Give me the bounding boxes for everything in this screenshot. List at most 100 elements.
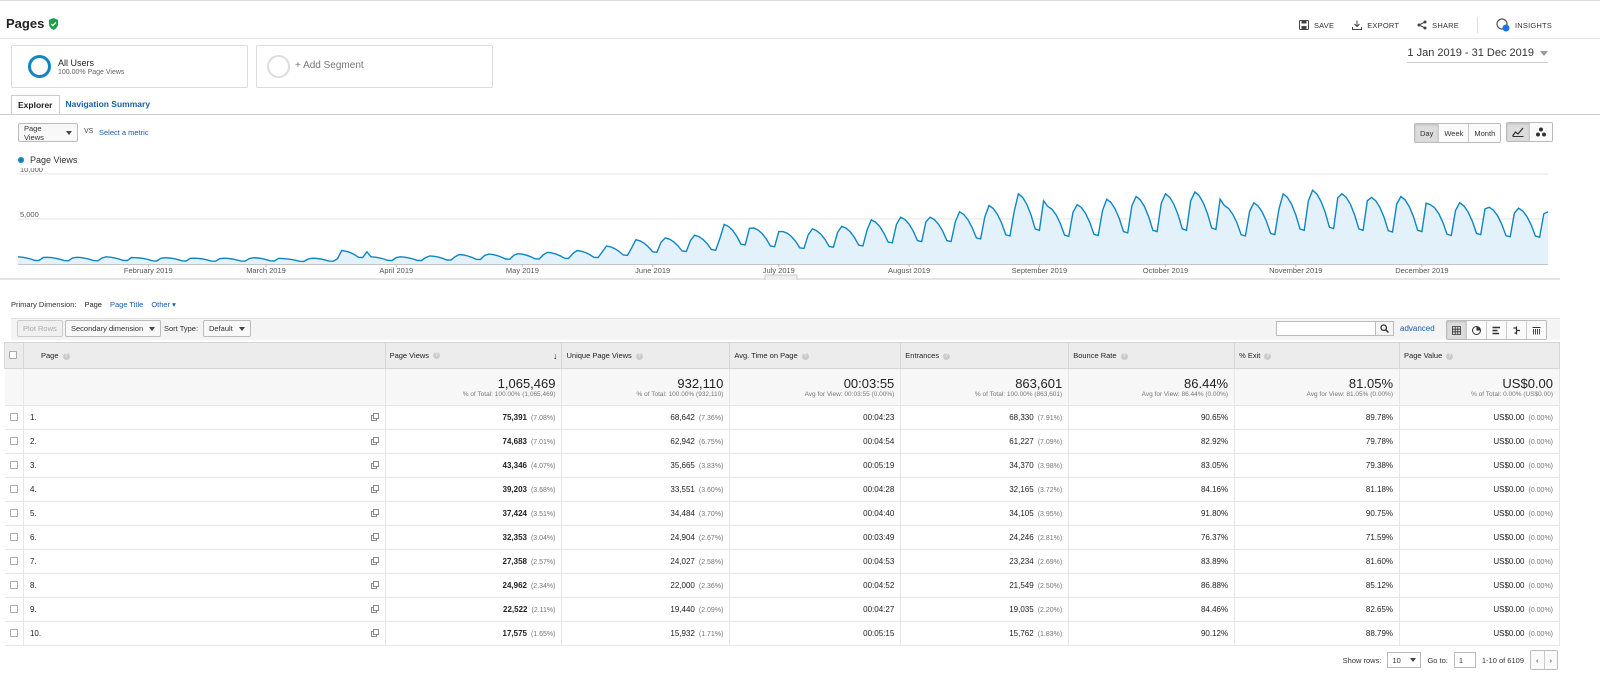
- sort-type-select[interactable]: Default: [203, 320, 251, 337]
- row-checkbox-cell[interactable]: [4, 477, 24, 502]
- page-cell[interactable]: 9.: [23, 597, 386, 622]
- page-cell[interactable]: 5.: [23, 501, 386, 526]
- page-cell[interactable]: 6.: [23, 525, 386, 550]
- row-checkbox[interactable]: [9, 556, 18, 565]
- column-header-entrances[interactable]: Entrances?: [900, 342, 1070, 369]
- dimension-page[interactable]: Page: [84, 300, 102, 309]
- table-row[interactable]: 5. 37,424 (3.51%) 34,484 (3.70%) 00:04:40 34,1…: [4, 501, 1560, 526]
- row-checkbox-cell[interactable]: [4, 621, 24, 646]
- open-page-icon[interactable]: [370, 532, 379, 543]
- table-search-button[interactable]: [1375, 321, 1394, 336]
- open-page-icon[interactable]: [370, 484, 379, 495]
- row-checkbox-cell[interactable]: [4, 453, 24, 478]
- page-cell[interactable]: 2.: [23, 429, 386, 454]
- page-cell[interactable]: 10.: [23, 621, 386, 646]
- table-row[interactable]: 4. 39,203 (3.68%) 33,551 (3.60%) 00:04:28 32,1…: [4, 477, 1560, 502]
- page-value-cell: US$0.00 (0.00%): [1399, 405, 1560, 430]
- open-page-icon[interactable]: [370, 628, 379, 639]
- dimension-page-title[interactable]: Page Title: [109, 300, 144, 309]
- column-header-avg-time[interactable]: Avg. Time on Page?: [729, 342, 902, 369]
- line-chart-button[interactable]: [1507, 123, 1530, 141]
- page-cell[interactable]: 8.: [23, 573, 386, 598]
- row-checkbox[interactable]: [9, 436, 18, 445]
- plot-rows-button[interactable]: Plot Rows: [17, 320, 63, 337]
- row-checkbox-cell[interactable]: [4, 549, 24, 574]
- table-view-comparison[interactable]: [1507, 321, 1527, 339]
- open-page-icon[interactable]: [370, 580, 379, 591]
- table-view-performance[interactable]: [1487, 321, 1507, 339]
- select-all-cell[interactable]: [4, 342, 24, 369]
- save-button[interactable]: SAVE: [1298, 20, 1334, 30]
- open-page-icon[interactable]: [370, 460, 379, 471]
- open-page-icon[interactable]: [370, 412, 379, 423]
- open-page-icon[interactable]: [370, 556, 379, 567]
- row-checkbox[interactable]: [9, 604, 18, 613]
- insights-button[interactable]: INSIGHTS: [1496, 18, 1552, 32]
- open-page-icon[interactable]: [370, 604, 379, 615]
- select-all-checkbox[interactable]: [9, 350, 17, 359]
- row-checkbox[interactable]: [9, 412, 18, 421]
- column-header-page[interactable]: Page?: [22, 342, 386, 369]
- row-checkbox[interactable]: [9, 484, 18, 493]
- row-checkbox[interactable]: [9, 508, 18, 517]
- show-rows-select[interactable]: 10: [1387, 652, 1422, 668]
- table-row[interactable]: 2. 74,683 (7.01%) 62,942 (6.75%) 00:04:54 61,2…: [4, 429, 1560, 454]
- page-cell[interactable]: 4.: [23, 477, 386, 502]
- add-segment-button[interactable]: + Add Segment: [256, 45, 493, 88]
- table-row[interactable]: 10. 17,575 (1.65%) 15,932 (1.71%) 00:05:15 15,…: [4, 621, 1560, 646]
- column-header-bounce-rate[interactable]: Bounce Rate?: [1068, 342, 1236, 369]
- column-header-exit[interactable]: % Exit?: [1234, 342, 1401, 369]
- secondary-dimension-select[interactable]: Secondary dimension: [65, 320, 162, 337]
- motion-chart-button[interactable]: [1530, 123, 1552, 141]
- row-checkbox-cell[interactable]: [4, 405, 24, 430]
- page-cell[interactable]: 7.: [23, 549, 386, 574]
- page-title: Pages: [6, 16, 59, 31]
- row-number: 1.: [29, 412, 37, 422]
- table-view-pie[interactable]: [1467, 321, 1487, 339]
- column-header-page-value[interactable]: Page Value?: [1399, 342, 1560, 369]
- export-button[interactable]: EXPORT: [1352, 20, 1399, 30]
- row-checkbox[interactable]: [9, 460, 18, 469]
- table-row[interactable]: 3. 43,346 (4.07%) 35,665 (3.83%) 00:05:19 34,3…: [4, 453, 1560, 478]
- select-metric-link[interactable]: Select a metric: [99, 128, 149, 137]
- row-checkbox-cell[interactable]: [4, 597, 24, 622]
- page-cell[interactable]: 3.: [23, 453, 386, 478]
- advanced-filter-link[interactable]: advanced: [1400, 324, 1435, 333]
- row-checkbox-cell[interactable]: [4, 501, 24, 526]
- goto-input[interactable]: 1: [1453, 652, 1476, 668]
- table-header-row: Page? Page Views? ↓ Unique Page Views? Av…: [4, 342, 1560, 369]
- row-checkbox[interactable]: [9, 532, 18, 541]
- table-row[interactable]: 9. 22,522 (2.11%) 19,440 (2.09%) 00:04:27 19,0…: [4, 597, 1560, 622]
- metric-select[interactable]: Page Views: [18, 123, 78, 142]
- open-page-icon[interactable]: [370, 436, 379, 447]
- open-page-icon[interactable]: [370, 508, 379, 519]
- week-button[interactable]: Week: [1439, 124, 1470, 142]
- column-header-page-views[interactable]: Page Views? ↓: [384, 342, 563, 369]
- date-range-picker[interactable]: 1 Jan 2019 - 31 Dec 2019: [1407, 47, 1548, 63]
- tab-explorer[interactable]: Explorer: [11, 95, 60, 115]
- table-row[interactable]: 1. 75,391 (7.08%) 68,642 (7.36%) 00:04:23 68,3…: [4, 405, 1560, 430]
- table-view-pivot[interactable]: [1527, 321, 1546, 339]
- total-cell: 932,110% of Total: 100.00% (932,110): [561, 368, 731, 406]
- table-row[interactable]: 8. 24,962 (2.34%) 22,000 (2.36%) 00:04:52 21,5…: [4, 573, 1560, 598]
- row-checkbox-cell[interactable]: [4, 573, 24, 598]
- dimension-other[interactable]: Other ▾: [151, 300, 176, 309]
- tab-navigation-summary[interactable]: Navigation Summary: [65, 99, 151, 109]
- row-checkbox[interactable]: [9, 580, 18, 589]
- column-header-unique-page-views[interactable]: Unique Page Views?: [561, 342, 731, 369]
- previous-page-button[interactable]: ‹: [1531, 651, 1545, 669]
- table-row[interactable]: 7. 27,358 (2.57%) 24,027 (2.58%) 00:04:53 23,2…: [4, 549, 1560, 574]
- row-checkbox-cell[interactable]: [4, 525, 24, 550]
- cell-value: 82.65%: [1365, 605, 1394, 614]
- row-checkbox-cell[interactable]: [4, 429, 24, 454]
- row-checkbox[interactable]: [9, 628, 18, 637]
- day-button[interactable]: Day: [1415, 124, 1440, 142]
- chart-collapse-handle[interactable]: [764, 274, 798, 280]
- share-button[interactable]: SHARE: [1417, 20, 1459, 30]
- table-row[interactable]: 6. 32,353 (3.04%) 24,904 (2.67%) 00:03:49 24,2…: [4, 525, 1560, 550]
- next-page-button[interactable]: ›: [1544, 651, 1557, 669]
- month-button[interactable]: Month: [1469, 124, 1501, 142]
- page-cell[interactable]: 1.: [23, 405, 386, 430]
- segment-all-users[interactable]: All Users 100.00% Page Views: [11, 45, 248, 88]
- table-view-data[interactable]: [1447, 321, 1467, 339]
